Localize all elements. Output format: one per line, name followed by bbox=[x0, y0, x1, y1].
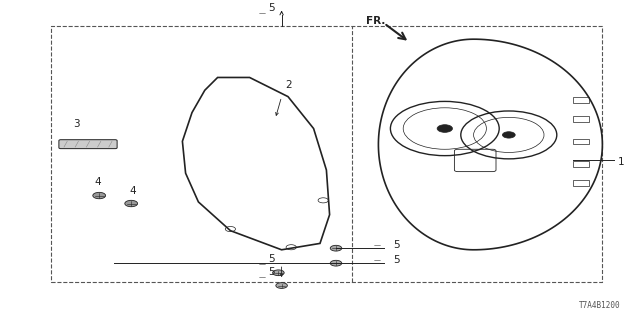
Circle shape bbox=[502, 132, 515, 138]
Text: 5: 5 bbox=[269, 254, 275, 264]
Circle shape bbox=[93, 192, 106, 199]
Text: —: — bbox=[374, 257, 381, 263]
Text: —: — bbox=[374, 242, 381, 248]
FancyBboxPatch shape bbox=[59, 140, 117, 148]
Text: 5: 5 bbox=[269, 3, 275, 13]
Circle shape bbox=[276, 283, 287, 288]
Circle shape bbox=[330, 260, 342, 266]
Text: —: — bbox=[259, 274, 266, 280]
Text: 4: 4 bbox=[130, 186, 136, 196]
Text: T7A4B1200: T7A4B1200 bbox=[579, 301, 621, 310]
Circle shape bbox=[273, 270, 284, 276]
Text: —: — bbox=[259, 11, 266, 17]
Circle shape bbox=[330, 245, 342, 251]
Text: FR.: FR. bbox=[366, 16, 385, 26]
Text: 4: 4 bbox=[95, 177, 101, 187]
Circle shape bbox=[437, 125, 452, 132]
Circle shape bbox=[125, 200, 138, 207]
Text: 2: 2 bbox=[285, 80, 291, 90]
Text: 5: 5 bbox=[394, 240, 400, 250]
Text: —: — bbox=[259, 261, 266, 267]
Text: 5: 5 bbox=[394, 255, 400, 265]
Text: 3: 3 bbox=[74, 119, 80, 130]
Text: 1: 1 bbox=[618, 157, 624, 167]
Text: 5: 5 bbox=[269, 267, 275, 277]
